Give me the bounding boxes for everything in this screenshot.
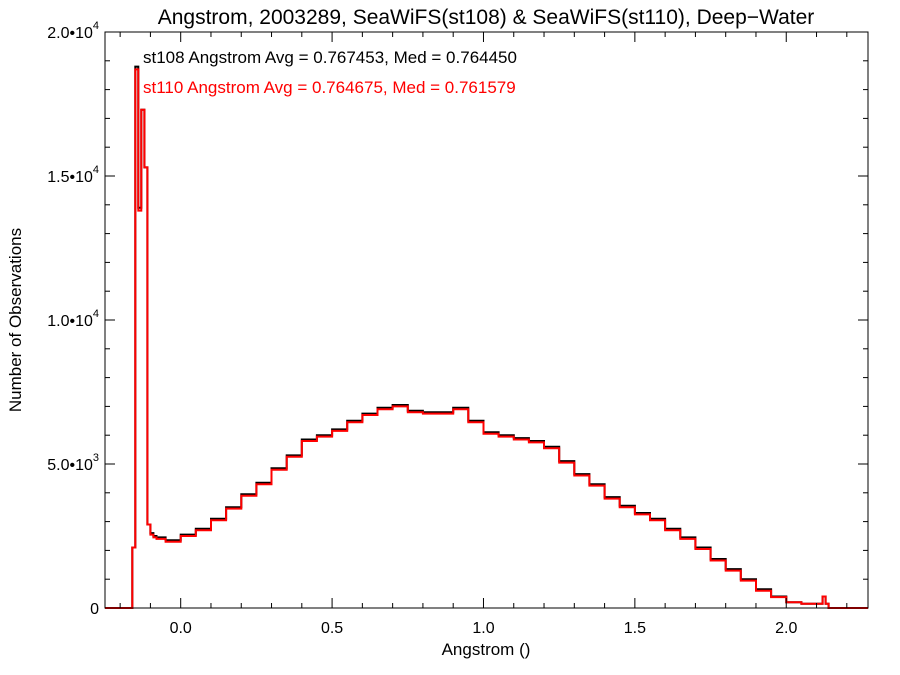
y-tick-label: 1.5•104 [47,164,99,186]
x-axis-label: Angstrom () [442,640,531,659]
x-tick-label: 0.5 [321,620,343,637]
stats-annotation-st108: st108 Angstrom Avg = 0.767453, Med = 0.7… [143,48,517,67]
y-tick-label: 5.0•103 [47,452,99,474]
y-tick-label: 2.0•104 [47,20,99,42]
x-tick-label: 2.0 [775,620,797,637]
y-axis: 0 5.0•103 1.0•104 1.5•104 2.0•104 [47,20,868,618]
series-line-st110 [105,68,868,609]
series-layer [105,65,868,609]
stats-annotation-st110: st110 Angstrom Avg = 0.764675, Med = 0.7… [143,78,516,97]
y-tick-label: 1.0•104 [47,308,99,330]
y-axis-label: Number of Observations [6,228,25,412]
x-tick-label: 1.5 [624,620,646,637]
x-tick-label: 1.0 [472,620,494,637]
x-tick-label: 0.0 [170,620,192,637]
y-tick-label: 0 [90,601,99,618]
chart-title: Angstrom, 2003289, SeaWiFS(st108) & SeaW… [158,6,815,29]
x-axis: 0.0 0.5 1.0 1.5 2.0 [119,32,848,637]
